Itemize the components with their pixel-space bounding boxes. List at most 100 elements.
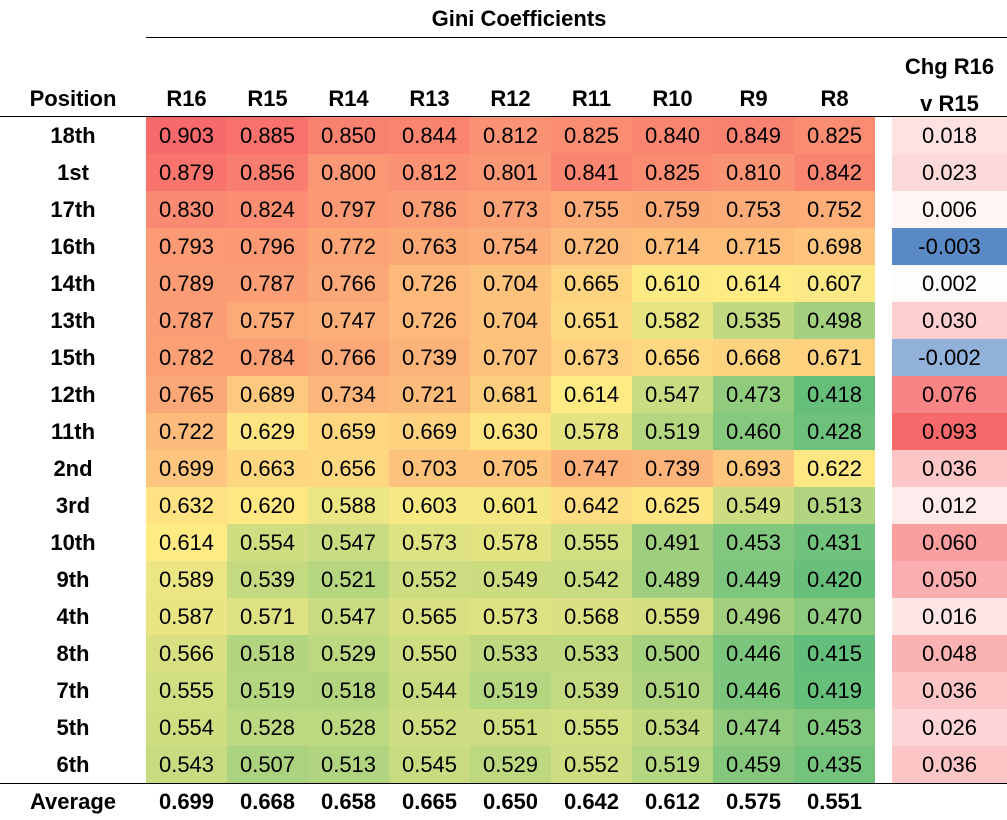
column-header-r9: R9: [739, 86, 768, 111]
table-row: 14th 0.789 0.787 0.766 0.726 0.704 0.665 0.610 0…: [0, 265, 1007, 302]
value-cell-r12: 0.773: [470, 191, 551, 228]
position-label: 1st: [57, 160, 89, 185]
title-underline: [146, 37, 1007, 38]
value-cell-r9: 0.474: [713, 709, 794, 746]
table-row: 10th 0.614 0.554 0.547 0.573 0.578 0.555 0.491 0…: [0, 524, 1007, 561]
table-row: 11th 0.722 0.629 0.659 0.669 0.630 0.578 0.519 0…: [0, 413, 1007, 450]
value-cell-r11: 0.755: [551, 191, 632, 228]
value-cell-r16: 0.765: [146, 376, 227, 413]
value-cell-r8: 0.607: [794, 265, 875, 302]
value-cell-r14: 0.513: [308, 746, 389, 783]
value-cell-r14: 0.518: [308, 672, 389, 709]
position-label: 10th: [50, 530, 96, 555]
value-cell-r12: 0.519: [470, 672, 551, 709]
position-label: 13th: [50, 308, 96, 333]
position-label: 11th: [50, 419, 96, 444]
value-cell-r12: 0.812: [470, 117, 551, 154]
value-cell-r12: 0.529: [470, 746, 551, 783]
value-cell-r11: 0.673: [551, 339, 632, 376]
table-row: 7th 0.555 0.519 0.518 0.544 0.519 0.539 0.510 0.…: [0, 672, 1007, 709]
column-header-r12: R12: [490, 86, 531, 111]
value-cell-r9: 0.453: [713, 524, 794, 561]
value-cell-r15: 0.885: [227, 117, 308, 154]
value-cell-r16: 0.830: [146, 191, 227, 228]
change-header-line2: v R15: [920, 91, 979, 116]
value-cell-r15: 0.507: [227, 746, 308, 783]
value-cell-r14: 0.850: [308, 117, 389, 154]
change-cell: -0.003: [892, 228, 1007, 265]
value-cell-r12: 0.601: [470, 487, 551, 524]
column-header-r13: R13: [409, 86, 450, 111]
average-cell-r13: 0.665: [401, 789, 458, 814]
value-cell-r10: 0.739: [632, 450, 713, 487]
value-cell-r12: 0.705: [470, 450, 551, 487]
value-cell-r8: 0.435: [794, 746, 875, 783]
value-cell-r11: 0.825: [551, 117, 632, 154]
value-cell-r16: 0.879: [146, 154, 227, 191]
value-cell-r9: 0.459: [713, 746, 794, 783]
value-cell-r8: 0.431: [794, 524, 875, 561]
value-cell-r15: 0.629: [227, 413, 308, 450]
value-cell-r12: 0.578: [470, 524, 551, 561]
average-cell-r14: 0.658: [320, 789, 377, 814]
value-cell-r16: 0.554: [146, 709, 227, 746]
value-cell-r9: 0.446: [713, 672, 794, 709]
change-cell: -0.002: [892, 339, 1007, 376]
value-cell-r10: 0.625: [632, 487, 713, 524]
value-cell-r15: 0.663: [227, 450, 308, 487]
header-rule: [0, 116, 1007, 117]
value-cell-r11: 0.533: [551, 635, 632, 672]
value-cell-r11: 0.555: [551, 709, 632, 746]
value-cell-r13: 0.721: [389, 376, 470, 413]
value-cell-r10: 0.759: [632, 191, 713, 228]
change-cell: 0.060: [892, 524, 1007, 561]
column-header-r11: R11: [571, 86, 612, 111]
value-cell-r15: 0.539: [227, 561, 308, 598]
change-cell: 0.036: [892, 450, 1007, 487]
change-cell: 0.076: [892, 376, 1007, 413]
value-cell-r10: 0.656: [632, 339, 713, 376]
value-cell-r13: 0.844: [389, 117, 470, 154]
value-cell-r9: 0.446: [713, 635, 794, 672]
value-cell-r10: 0.519: [632, 413, 713, 450]
value-cell-r10: 0.491: [632, 524, 713, 561]
value-cell-r8: 0.420: [794, 561, 875, 598]
value-cell-r12: 0.549: [470, 561, 551, 598]
value-cell-r13: 0.669: [389, 413, 470, 450]
position-label: 9th: [56, 567, 90, 592]
value-cell-r13: 0.545: [389, 746, 470, 783]
value-cell-r13: 0.739: [389, 339, 470, 376]
value-cell-r11: 0.720: [551, 228, 632, 265]
column-header-r16: R16: [166, 86, 207, 111]
value-cell-r15: 0.689: [227, 376, 308, 413]
column-header-r8: R8: [820, 86, 849, 111]
value-cell-r10: 0.500: [632, 635, 713, 672]
value-cell-r12: 0.801: [470, 154, 551, 191]
value-cell-r14: 0.734: [308, 376, 389, 413]
value-cell-r13: 0.812: [389, 154, 470, 191]
value-cell-r15: 0.519: [227, 672, 308, 709]
value-cell-r15: 0.528: [227, 709, 308, 746]
position-label: 16th: [50, 234, 96, 259]
table-row: 5th 0.554 0.528 0.528 0.552 0.551 0.555 0.534 0.…: [0, 709, 1007, 746]
value-cell-r15: 0.571: [227, 598, 308, 635]
change-cell: 0.018: [892, 117, 1007, 154]
average-label: Average: [29, 789, 116, 814]
value-cell-r16: 0.789: [146, 265, 227, 302]
value-cell-r15: 0.824: [227, 191, 308, 228]
value-cell-r14: 0.659: [308, 413, 389, 450]
value-cell-r14: 0.547: [308, 524, 389, 561]
table-row: 17th 0.830 0.824 0.797 0.786 0.773 0.755 0.759 0…: [0, 191, 1007, 228]
value-cell-r9: 0.496: [713, 598, 794, 635]
average-cell-r9: 0.575: [725, 789, 782, 814]
value-cell-r15: 0.518: [227, 635, 308, 672]
value-cell-r12: 0.533: [470, 635, 551, 672]
value-cell-r16: 0.632: [146, 487, 227, 524]
value-cell-r12: 0.573: [470, 598, 551, 635]
value-cell-r11: 0.747: [551, 450, 632, 487]
value-cell-r13: 0.726: [389, 302, 470, 339]
value-cell-r16: 0.589: [146, 561, 227, 598]
change-cell: 0.036: [892, 746, 1007, 783]
value-cell-r10: 0.519: [632, 746, 713, 783]
position-label: 15th: [50, 345, 96, 370]
